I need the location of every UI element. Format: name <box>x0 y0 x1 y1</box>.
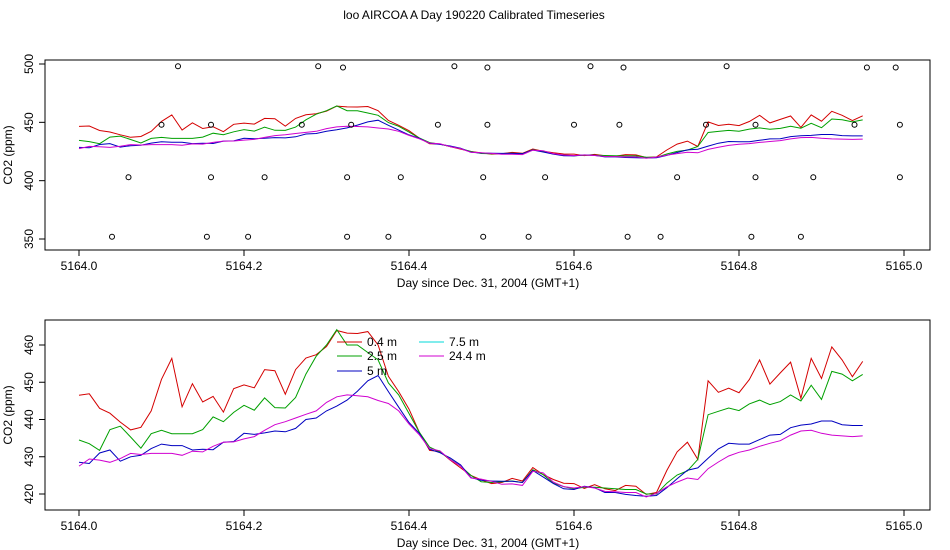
p1-series-line-24-4-m <box>78 125 863 159</box>
p1-data-point <box>434 121 441 128</box>
p1-data-point <box>340 64 346 71</box>
p1-data-point <box>810 174 817 181</box>
p1-data-point <box>344 174 351 181</box>
p1-series-line-0-4-m <box>78 105 863 159</box>
bottom-x-axis-label: Day since Dec. 31, 2004 (GMT+1) <box>397 536 579 550</box>
p1-data-point <box>674 174 681 181</box>
bottom-x-axis: 5164.0 5164.2 5164.4 5164.6 5164.8 5165.0 <box>61 510 923 533</box>
p1-data-point <box>158 121 165 128</box>
p2-y-tick-label-430: 430 <box>22 446 36 466</box>
p1-y-tick-label-450: 450 <box>22 112 36 132</box>
p2-y-tick-label-440: 440 <box>22 409 36 429</box>
p2-y-tick-label-450: 450 <box>22 372 36 392</box>
p1-data-point <box>752 121 759 128</box>
p1-data-point <box>587 63 594 70</box>
legend-label-7-5-m: 7.5 m <box>449 335 479 349</box>
p1-data-point <box>723 63 730 70</box>
p1-data-point <box>851 121 858 128</box>
p2-x-tick-label-5165-0: 5165.0 <box>886 519 923 533</box>
legend-label-0-4-m: 0.4 m <box>367 335 397 349</box>
p1-data-point <box>703 121 709 128</box>
p1-data-point <box>451 63 458 70</box>
p1-data-point <box>797 233 804 240</box>
p2-y-tick-label-420: 420 <box>22 484 36 504</box>
p1-data-point <box>863 64 870 71</box>
p1-data-point <box>208 174 214 181</box>
p1-data-point <box>397 174 404 181</box>
legend: 0.4 m2.5 m5 m 7.5 m24.4 m <box>337 335 486 378</box>
p2-series-line-24-4-m <box>78 394 863 498</box>
p1-data-point <box>484 121 491 128</box>
top-plot-frame <box>44 59 931 251</box>
p1-data-point <box>480 174 487 181</box>
p1-data-point <box>348 121 355 128</box>
bottom-panel: 5164.0 5164.2 5164.4 5164.6 5164.8 5165.0 420… <box>1 319 931 550</box>
p2-x-tick-label-5164-2: 5164.2 <box>226 519 263 533</box>
top-x-axis: 5164.0 5164.2 5164.4 5164.6 5164.8 5165.0 <box>61 250 923 273</box>
p1-data-point <box>484 64 491 71</box>
top-points-group <box>109 63 903 240</box>
p2-x-tick-label-5164-8: 5164.8 <box>721 519 758 533</box>
top-y-axis-label: CO2 (ppm) <box>1 125 15 184</box>
bottom-y-axis-label: CO2 (ppm) <box>1 385 15 444</box>
p1-data-point <box>657 233 664 240</box>
bottom-y-axis: 420 430 440 450 460 <box>22 335 45 504</box>
p1-data-point <box>752 174 759 181</box>
p1-data-point <box>892 64 899 71</box>
p2-x-tick-label-5164-6: 5164.6 <box>556 519 593 533</box>
p2-x-tick-label-5164-4: 5164.4 <box>391 519 428 533</box>
legend-label-24-4-m: 24.4 m <box>449 349 486 363</box>
p1-data-point <box>620 64 627 71</box>
p1-y-tick-label-400: 400 <box>22 170 36 190</box>
p1-data-point <box>624 233 631 240</box>
p1-data-point <box>245 233 252 240</box>
p1-data-point <box>109 233 115 240</box>
p1-x-tick-label-5164-8: 5164.8 <box>721 259 758 273</box>
p1-data-point <box>480 233 487 240</box>
p1-data-point <box>261 174 268 181</box>
p1-x-tick-label-5164-2: 5164.2 <box>226 259 263 273</box>
p1-data-point <box>896 121 903 128</box>
p1-data-point <box>896 174 903 181</box>
p1-data-point <box>385 233 392 240</box>
p1-x-tick-label-5165-0: 5165.0 <box>886 259 923 273</box>
top-y-axis: 350 400 450 500 <box>22 54 45 249</box>
p2-y-tick-label-460: 460 <box>22 335 36 355</box>
bottom-series-group <box>78 328 864 498</box>
p1-series-line-2-5-m <box>78 105 863 158</box>
top-x-axis-label: Day since Dec. 31, 2004 (GMT+1) <box>397 276 579 290</box>
p2-x-tick-label-5164-0: 5164.0 <box>61 519 98 533</box>
top-series-group <box>78 105 863 159</box>
p1-data-point <box>203 233 210 240</box>
p1-data-point <box>344 233 351 240</box>
top-panel: 5164.0 5164.2 5164.4 5164.6 5164.8 5165.0 350… <box>1 54 931 290</box>
bottom-plot-frame <box>44 319 931 511</box>
p1-data-point <box>748 233 755 240</box>
p1-data-point <box>175 63 181 70</box>
p1-y-tick-label-350: 350 <box>22 229 36 249</box>
p1-data-point <box>525 233 532 240</box>
p1-x-tick-label-5164-6: 5164.6 <box>556 259 593 273</box>
legend-label-2-5-m: 2.5 m <box>367 349 397 363</box>
p1-data-point <box>571 121 577 128</box>
p1-data-point <box>542 174 549 181</box>
p1-data-point <box>616 121 623 128</box>
p1-x-tick-label-5164-4: 5164.4 <box>391 259 428 273</box>
p1-data-point <box>315 63 322 70</box>
p1-x-tick-label-5164-0: 5164.0 <box>61 259 98 273</box>
p2-series-line-2-5-m <box>78 328 863 495</box>
p1-data-point <box>208 121 214 128</box>
p1-data-point <box>298 121 305 128</box>
legend-label-5-m: 5 m <box>367 364 387 378</box>
p1-data-point <box>125 174 132 181</box>
p1-y-tick-label-500: 500 <box>22 54 36 74</box>
figure-title: loo AIRCOA A Day 190220 Calibrated Times… <box>343 8 604 22</box>
